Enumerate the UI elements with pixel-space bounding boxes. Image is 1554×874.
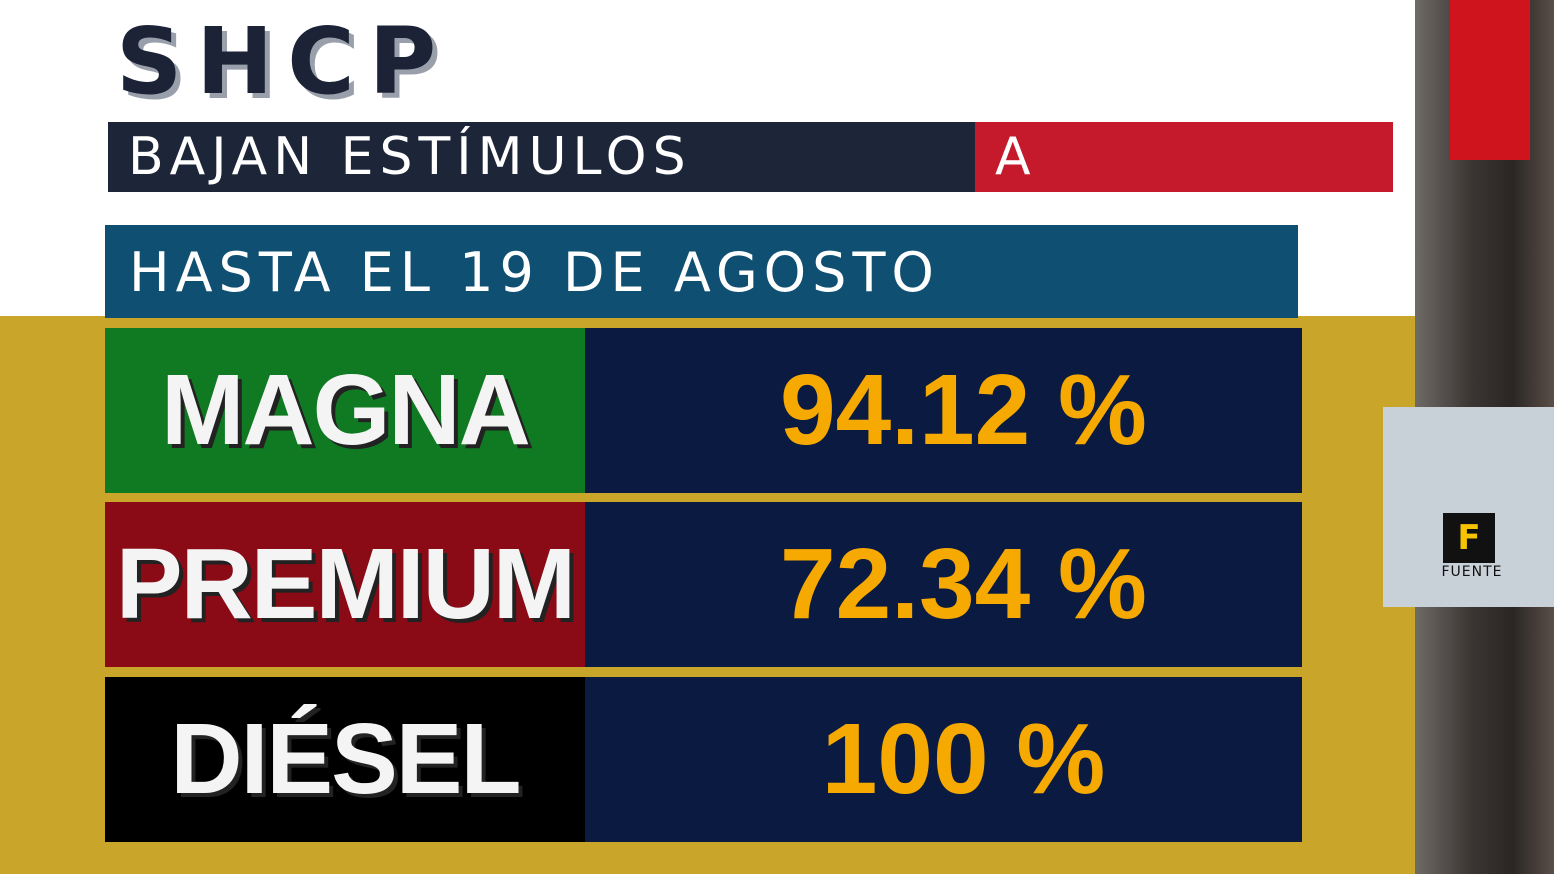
stimulus-value: 94.12 % bbox=[585, 328, 1302, 493]
logo-letter: F bbox=[1443, 513, 1495, 563]
headline-highlight: A GASOLINAS bbox=[975, 122, 1393, 257]
logo-box bbox=[1383, 407, 1554, 607]
nozzle bbox=[1450, 0, 1530, 160]
logo-name: FUENTE bbox=[1441, 564, 1503, 580]
row: DIÉSEL 100 % bbox=[105, 677, 1302, 842]
stimulus-value: 100 % bbox=[585, 677, 1302, 842]
row: MAGNA 94.12 % bbox=[105, 328, 1302, 493]
fuel-name: MAGNA bbox=[105, 328, 585, 493]
fuel-name: PREMIUM bbox=[105, 502, 585, 667]
stimulus-value: 72.34 % bbox=[585, 502, 1302, 667]
headline: BAJAN ESTÍMULOS FISCALES bbox=[108, 122, 975, 257]
title: SHCP bbox=[116, 8, 451, 115]
row: PREMIUM 72.34 % bbox=[105, 502, 1302, 667]
fuel-name: DIÉSEL bbox=[105, 677, 585, 842]
subtitle: HASTA EL 19 DE AGOSTO bbox=[105, 225, 1298, 318]
